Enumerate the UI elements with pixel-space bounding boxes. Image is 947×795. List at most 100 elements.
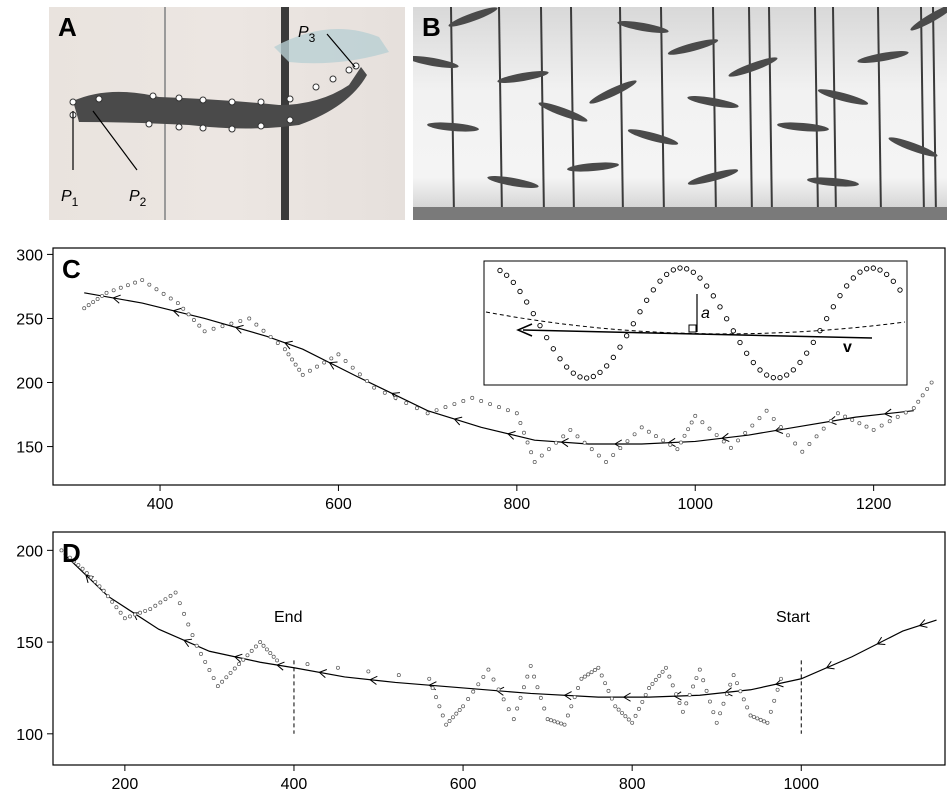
p3-leader (326, 33, 356, 68)
head-marker (76, 563, 81, 567)
inset-marker (624, 333, 630, 339)
head-marker (562, 722, 567, 727)
head-marker (620, 710, 624, 715)
head-marker (300, 372, 305, 377)
head-marker (525, 674, 530, 679)
direction-arrow (453, 416, 463, 426)
fish-body (910, 7, 947, 31)
y-tick-label: 200 (16, 376, 43, 393)
fish (448, 7, 498, 27)
head-marker (297, 367, 302, 372)
inset-marker (844, 283, 850, 289)
head-marker (724, 692, 729, 697)
head-marker (549, 718, 553, 723)
fish (817, 89, 869, 105)
direction-arrow (284, 340, 293, 350)
head-marker (447, 719, 452, 723)
head-marker (293, 362, 298, 367)
direction-arrow (328, 361, 338, 370)
head-marker (661, 438, 666, 443)
head-marker (93, 579, 98, 584)
head-marker (479, 399, 484, 403)
inset-marker (657, 278, 663, 284)
head-marker (626, 717, 631, 722)
fish (910, 7, 947, 31)
inset-marker (544, 334, 550, 341)
inset-marker (690, 269, 696, 275)
head-marker (268, 334, 273, 339)
direction-arrow (506, 430, 516, 440)
inset-marker (870, 265, 876, 271)
direction-arrow (563, 691, 572, 701)
p2-leader (92, 110, 138, 171)
head-marker (95, 297, 100, 301)
head-marker (343, 359, 348, 363)
head-marker (497, 405, 501, 410)
head-marker (532, 459, 537, 464)
head-marker (675, 447, 680, 452)
head-marker (158, 600, 163, 605)
head-marker (694, 676, 699, 680)
head-marker (677, 701, 682, 705)
inset-marker (890, 278, 896, 284)
head-marker (738, 689, 743, 694)
head-marker (743, 431, 748, 435)
head-marker (486, 667, 491, 672)
inset-marker (677, 265, 683, 271)
head-marker (211, 676, 216, 680)
tracking-point (228, 125, 236, 133)
direction-arrow (918, 619, 928, 628)
inset-marker (557, 356, 563, 362)
inset-marker (744, 350, 750, 356)
head-marker (336, 352, 341, 357)
y-tick-label: 200 (16, 543, 43, 560)
chart-d-frame (52, 531, 946, 766)
inset-marker (784, 372, 790, 378)
head-marker (630, 720, 635, 725)
head-marker (215, 684, 220, 689)
fish-body (777, 122, 829, 132)
head-marker (758, 717, 763, 722)
head-marker (750, 423, 755, 428)
head-marker (207, 668, 212, 672)
head-marker (552, 719, 557, 724)
head-marker (168, 593, 173, 598)
head-marker (63, 552, 68, 556)
inset-velocity-arrowhead (516, 323, 533, 337)
head-marker (470, 395, 475, 400)
head-marker (670, 683, 675, 688)
head-marker (689, 420, 694, 425)
head-marker (268, 651, 273, 656)
tracking-point (69, 98, 77, 106)
head-marker (511, 717, 516, 722)
head-marker (603, 681, 608, 686)
head-marker (133, 280, 138, 285)
head-marker (271, 654, 276, 659)
tracking-point (175, 123, 183, 131)
head-marker (461, 399, 466, 403)
head-marker (372, 385, 377, 390)
head-marker (836, 411, 840, 416)
head-marker (735, 681, 739, 686)
fish-body (487, 176, 539, 188)
panel-d-label: D (62, 538, 81, 568)
head-marker (640, 699, 645, 704)
head-marker (147, 282, 152, 287)
head-marker (572, 695, 577, 700)
fish-body (667, 39, 719, 55)
head-marker (708, 699, 712, 704)
inset-marker (537, 323, 543, 329)
inset-marker (497, 267, 503, 274)
head-marker (382, 390, 387, 395)
head-marker (568, 427, 573, 432)
tracking-point (175, 94, 183, 102)
head-marker (653, 677, 658, 682)
head-marker (148, 607, 153, 612)
fish (427, 122, 479, 132)
head-marker (721, 701, 726, 706)
head-marker (582, 440, 587, 445)
head-marker (711, 710, 716, 715)
fish-body (427, 122, 479, 132)
head-marker (728, 445, 733, 450)
